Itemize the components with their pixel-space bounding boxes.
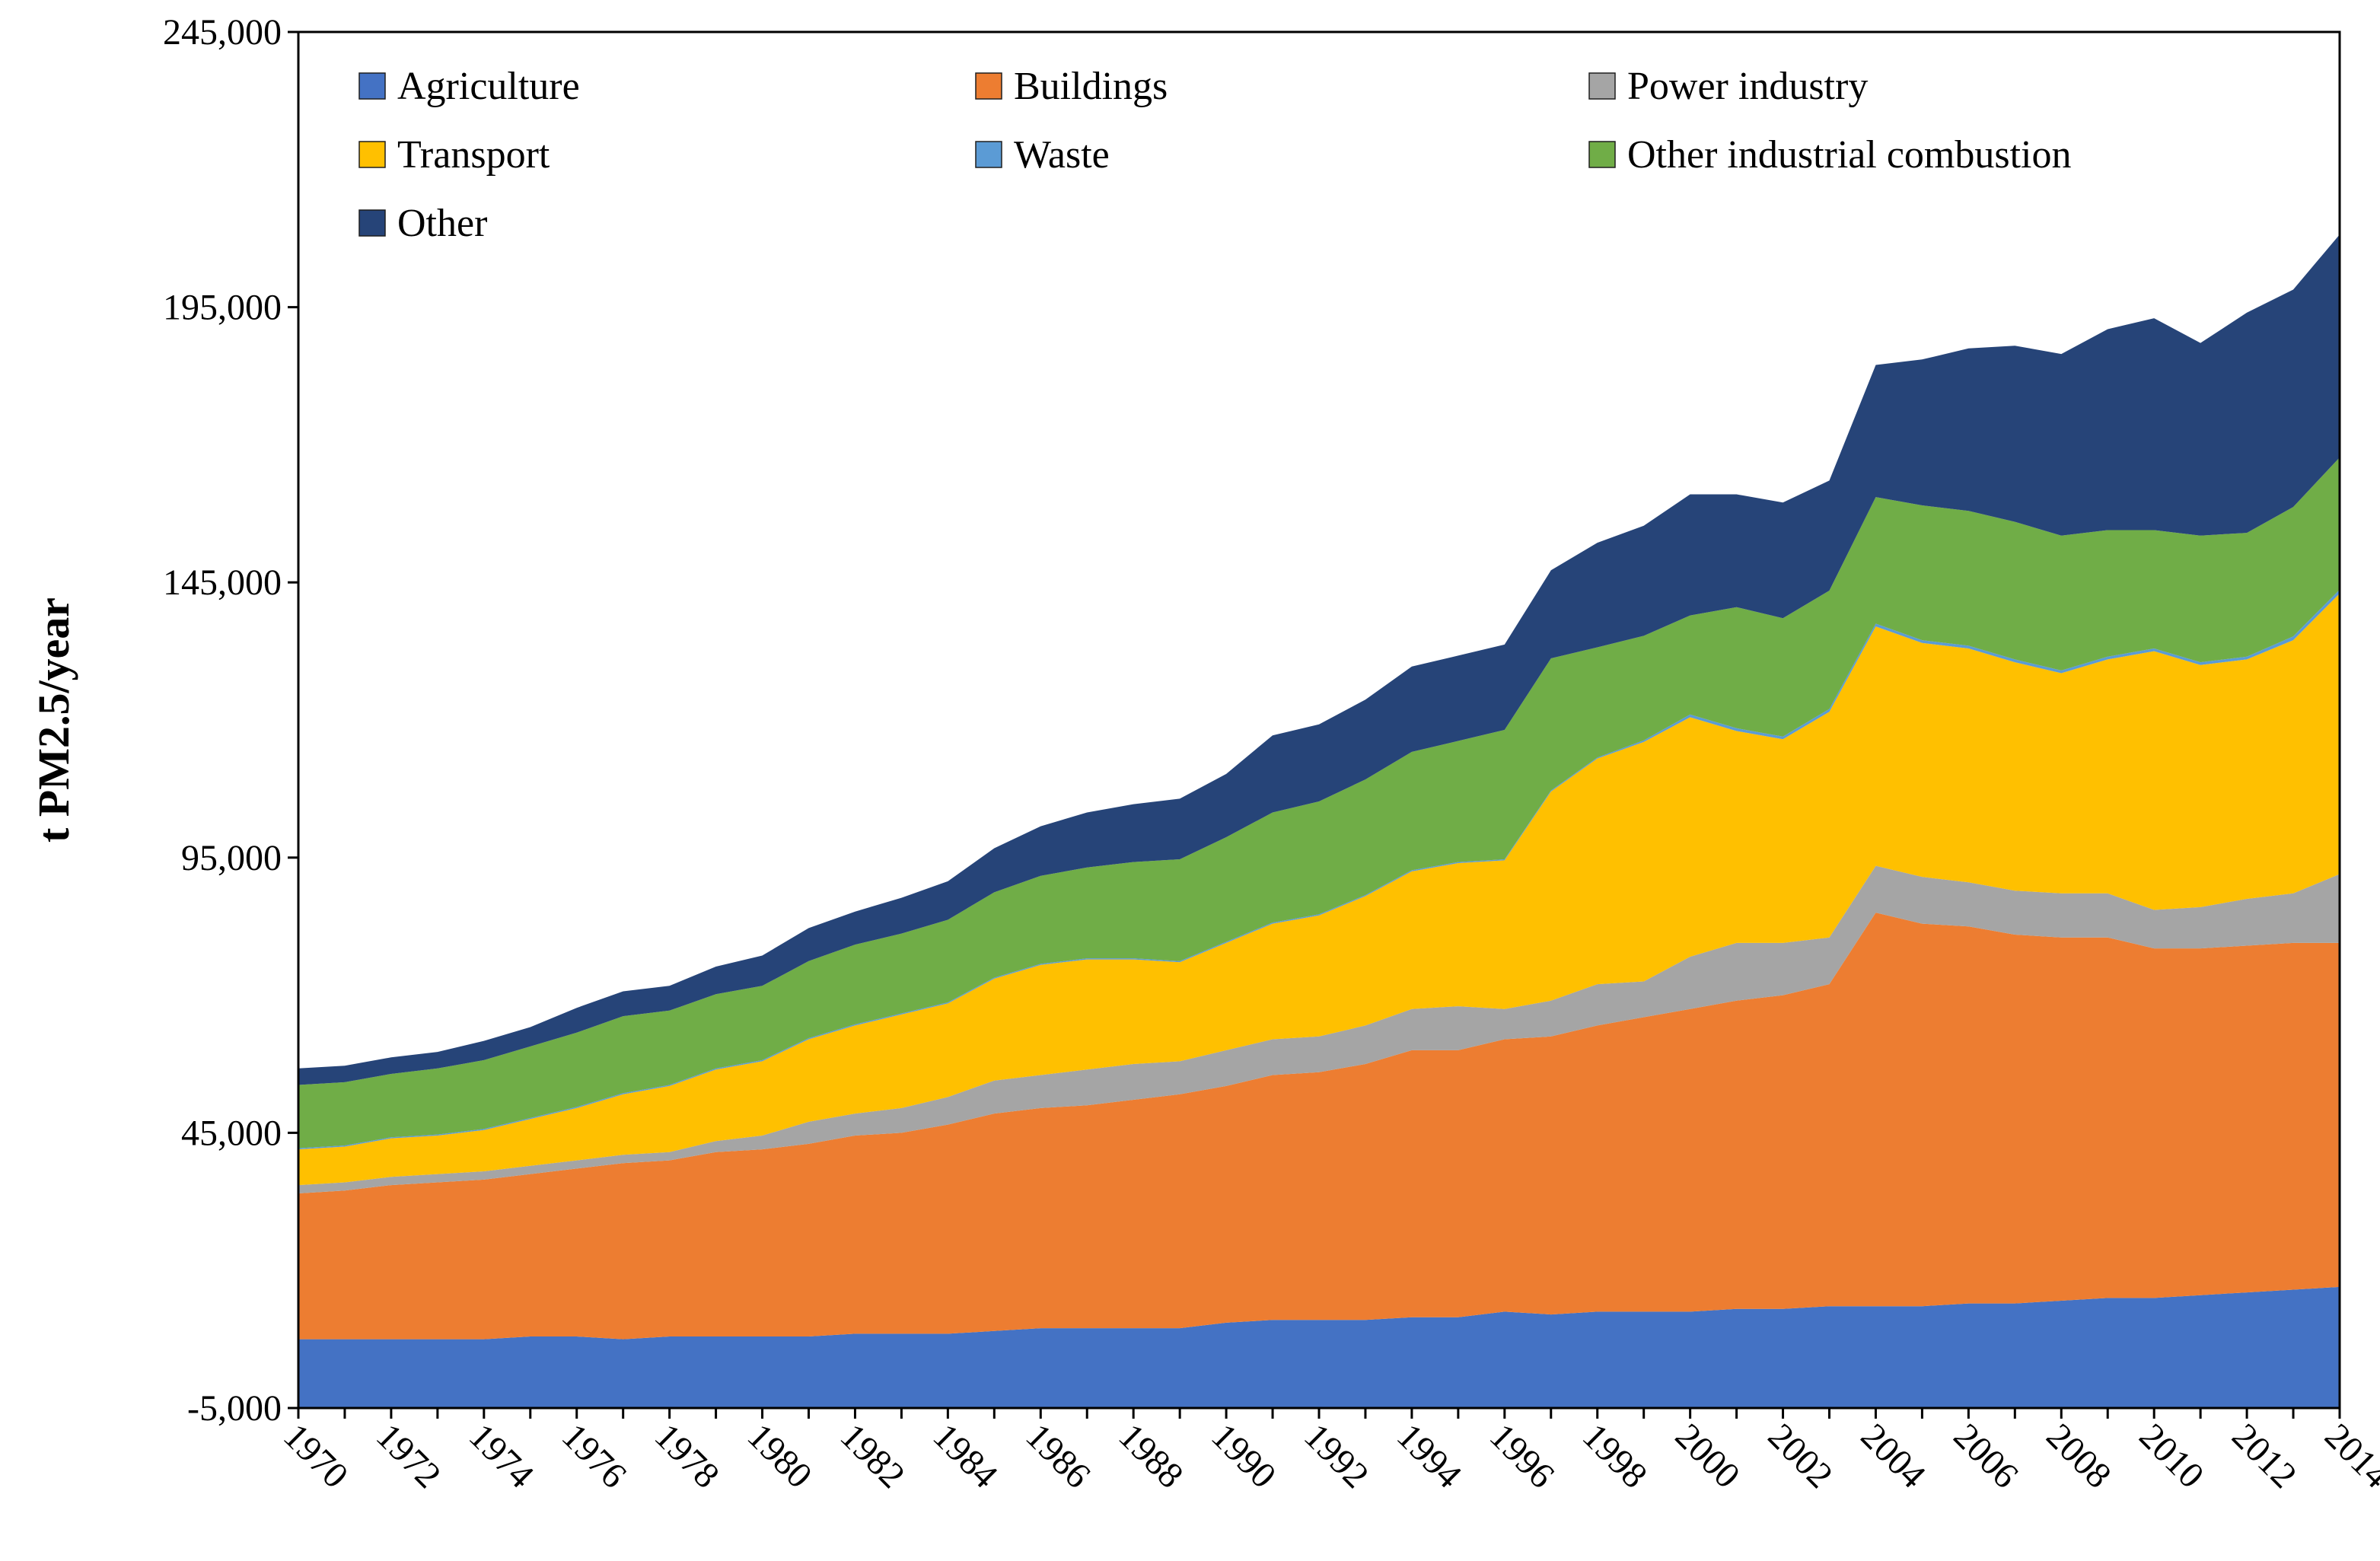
legend-label-buildings: Buildings bbox=[1014, 65, 1168, 108]
legend-swatch-power-industry bbox=[1588, 72, 1616, 100]
legend-swatch-other-industrial-combustion bbox=[1588, 141, 1616, 168]
legend: Agriculture Buildings Power industry Transp… bbox=[358, 65, 2071, 245]
y-tick-label: 145,000 bbox=[163, 562, 282, 603]
legend-label-waste: Waste bbox=[1014, 133, 1110, 177]
legend-label-agriculture: Agriculture bbox=[397, 65, 580, 108]
y-tick-label: 195,000 bbox=[163, 288, 282, 328]
legend-swatch-other bbox=[358, 209, 386, 237]
y-tick-label: 95,000 bbox=[181, 838, 282, 878]
area-transport bbox=[298, 593, 2340, 1186]
legend-label-other-industrial-combustion: Other industrial combustion bbox=[1627, 133, 2071, 177]
area-power-industry bbox=[298, 865, 2340, 1193]
area-buildings bbox=[298, 913, 2340, 1340]
legend-swatch-agriculture bbox=[358, 72, 386, 100]
legend-swatch-buildings bbox=[975, 72, 1002, 100]
y-axis-title: t PM2.5/year bbox=[29, 597, 78, 843]
legend-swatch-waste bbox=[975, 141, 1002, 168]
y-tick-label: -5,000 bbox=[187, 1388, 282, 1429]
y-tick-label: 245,000 bbox=[163, 12, 282, 53]
legend-swatch-transport bbox=[358, 141, 386, 168]
legend-label-transport: Transport bbox=[397, 133, 550, 177]
legend-label-other: Other bbox=[397, 202, 487, 245]
y-tick-label: 45,000 bbox=[181, 1113, 282, 1153]
area-agriculture bbox=[298, 1286, 2340, 1408]
area-series-group bbox=[298, 234, 2340, 1408]
area-other-industrial-combustion bbox=[298, 457, 2340, 1148]
legend-label-power-industry: Power industry bbox=[1627, 65, 1868, 108]
y-axis: -5,000 45,000 95,000 145,000 195,000 245,000 bbox=[163, 12, 298, 1429]
